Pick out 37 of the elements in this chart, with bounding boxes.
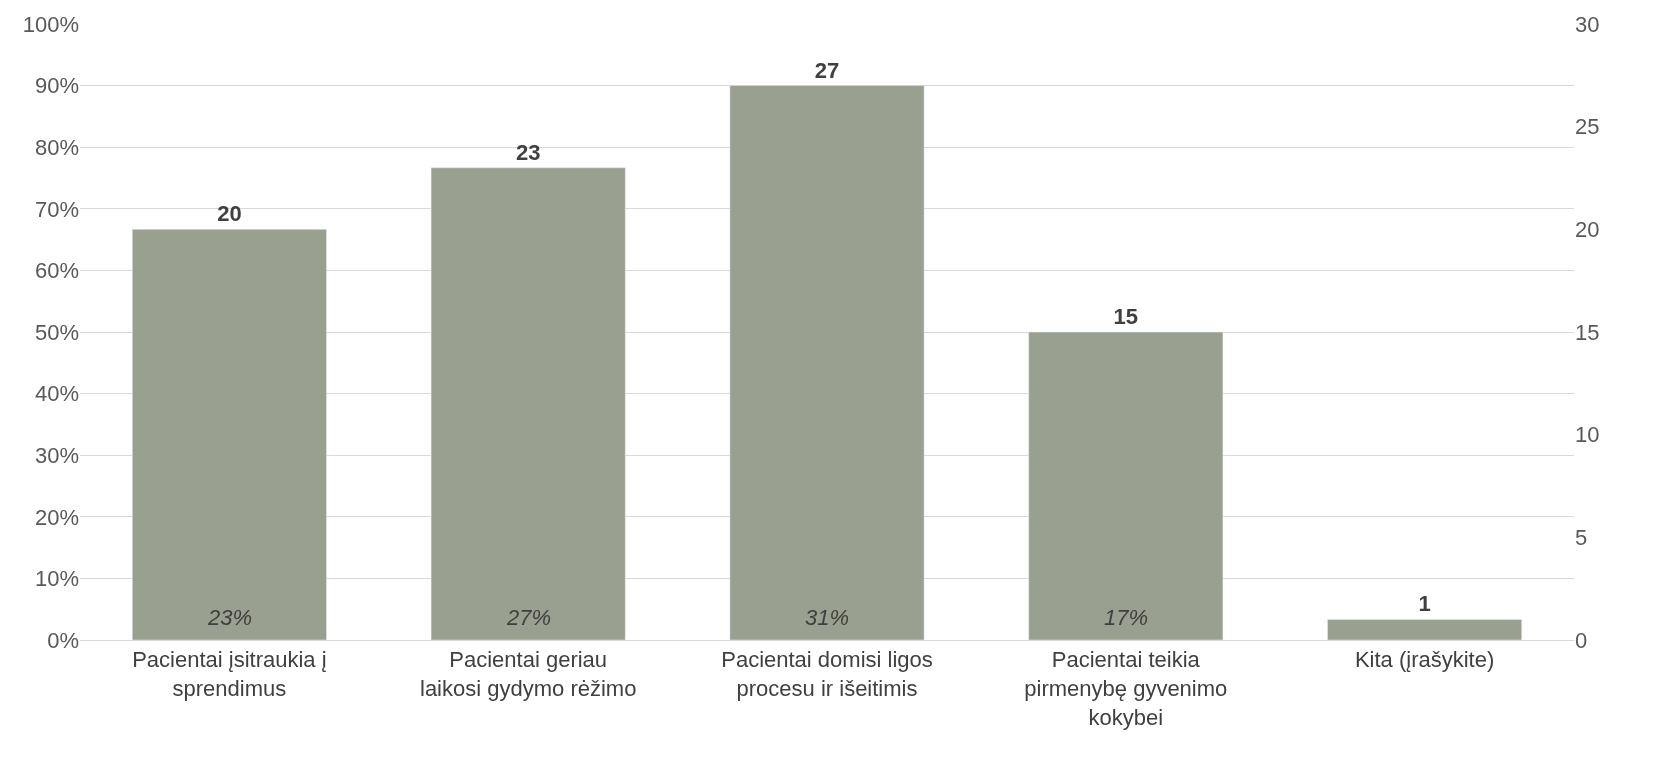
y2-tick-label: 0 [1575,627,1588,653]
y2-tick-label: 15 [1575,319,1600,345]
y-tick-label: 90% [34,73,79,99]
x-tick-label: Pacientai geriau laikosi gydymo rėžimo [420,647,637,701]
y-tick-label: 80% [34,134,79,160]
bar [430,167,626,640]
y-tick-label: 100% [22,11,79,37]
x-tick-label: Pacientai domisi ligos procesu ir išeitimis [721,647,933,701]
y2-tick-label: 30 [1575,11,1600,37]
data-label: 23 [515,139,541,165]
bar [729,85,925,640]
x-tick-label: Kita (įrašykite) [1354,647,1495,673]
y-tick-label: 40% [34,381,79,407]
annotation: 17% [1104,605,1149,630]
data-label: 1 [1418,591,1431,617]
y2-tick-label: 20 [1575,217,1600,243]
data-label: 20 [217,201,242,227]
annotation: 31% [805,605,850,630]
annotation: 27% [506,605,552,630]
annotation: 23% [207,605,253,630]
bar [132,229,327,640]
data-label: 15 [1113,304,1139,329]
y2-tick-label: 10 [1575,422,1600,448]
x-tick-label: Pacientai teikia pirmenybę gyvenimo kokybei [1024,647,1228,730]
x-tick-label: Pacientai įsitraukia į sprendimus [132,647,327,701]
y2-tick-label: 5 [1575,525,1588,551]
y-tick-label: 10% [34,566,79,592]
y-tick-label: 70% [34,196,79,222]
data-label: 27 [814,57,840,83]
bar [1327,619,1522,640]
y-tick-label: 30% [34,442,79,468]
y2-tick-label: 25 [1575,114,1600,140]
y-tick-label: 0% [47,627,79,653]
y-tick-label: 20% [34,504,79,530]
y-tick-label: 50% [34,319,79,345]
y-tick-label: 60% [34,258,79,284]
bar [1028,331,1224,640]
